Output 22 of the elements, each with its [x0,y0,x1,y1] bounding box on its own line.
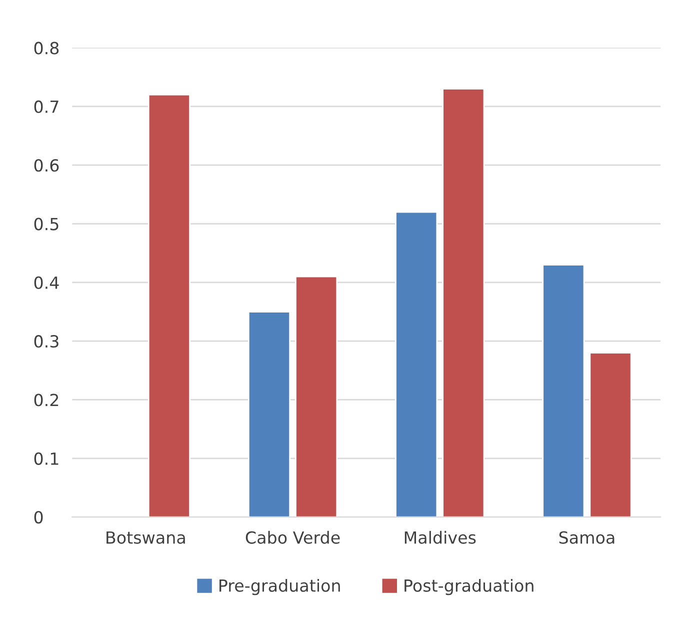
y-tick-label: 0.7 [34,100,58,114]
x-tick-label: Botswana [106,531,185,544]
x-tick-label: Maldives [404,530,476,544]
bar [148,94,190,518]
bar [442,88,485,518]
legend-label: Pre-graduation [220,578,340,596]
y-tick-label: 0.4 [34,276,59,289]
y-tick-label: 0.5 [34,218,58,230]
y-tick-label: 0.1 [34,452,58,465]
bar [395,211,438,518]
y-tick-label: 0.2 [34,394,58,406]
y-tick-label: 0.6 [34,159,59,172]
y-tick-label: 0.3 [34,335,58,348]
x-tick-label: Samoa [559,531,614,544]
bar [589,352,632,518]
bar [248,311,291,518]
bar [542,264,585,518]
legend-label: Post-graduation [404,578,534,596]
y-tick-label: 0.8 [34,42,59,54]
x-tick-label: Cabo Verde [246,530,340,544]
y-tick-label: 0 [34,511,43,524]
bar [295,276,338,518]
